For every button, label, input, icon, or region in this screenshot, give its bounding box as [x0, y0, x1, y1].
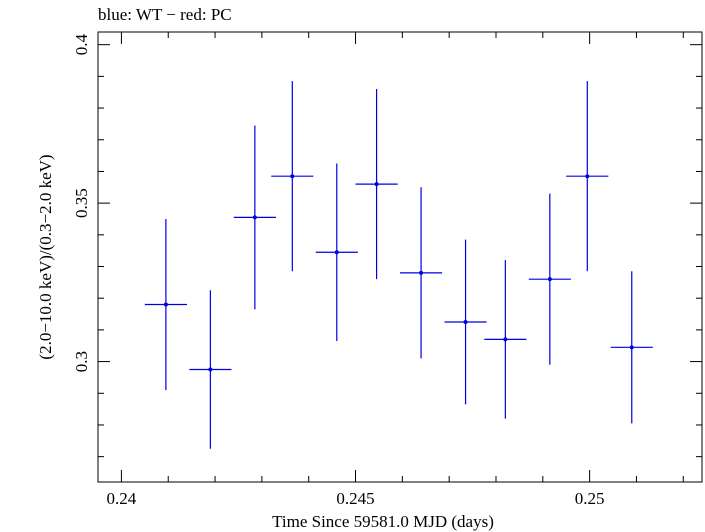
data-point — [400, 187, 443, 359]
data-point — [484, 260, 527, 419]
point-marker — [252, 215, 257, 220]
point-marker — [463, 319, 468, 324]
x-axis-label: Time Since 59581.0 MJD (days) — [272, 512, 494, 531]
y-tick-label: 0.3 — [72, 351, 91, 372]
point-marker — [334, 250, 339, 255]
y-tick-label: 0.35 — [72, 188, 91, 218]
point-marker — [374, 182, 379, 187]
x-tick-label: 0.24 — [107, 489, 137, 508]
plot-frame — [97, 31, 703, 483]
point-marker — [503, 337, 508, 342]
point-marker — [290, 174, 295, 179]
data-point — [610, 271, 653, 424]
x-tick-label: 0.25 — [575, 489, 605, 508]
data-point — [315, 163, 358, 341]
data-point — [355, 89, 398, 280]
data-point — [233, 125, 276, 310]
point-marker — [585, 174, 590, 179]
data-point — [144, 218, 187, 391]
y-axis-label: (2.0−10.0 keV)/(0.3−2.0 keV) — [36, 154, 55, 359]
data-points — [144, 81, 653, 449]
chart-title: blue: WT − red: PC — [98, 5, 232, 24]
data-point — [444, 239, 487, 405]
y-tick-label: 0.4 — [72, 34, 91, 56]
point-marker — [547, 277, 552, 282]
x-tick-label: 0.245 — [336, 489, 374, 508]
data-point — [271, 81, 314, 272]
point-marker — [208, 367, 213, 372]
point-marker — [163, 302, 168, 307]
axis-ticks: 0.24 0.245 0.25 0.3 0.35 0.4 — [72, 32, 702, 508]
point-marker — [629, 345, 634, 350]
point-marker — [419, 270, 424, 275]
data-point — [189, 290, 232, 449]
data-point — [566, 81, 609, 272]
data-point — [528, 193, 571, 365]
